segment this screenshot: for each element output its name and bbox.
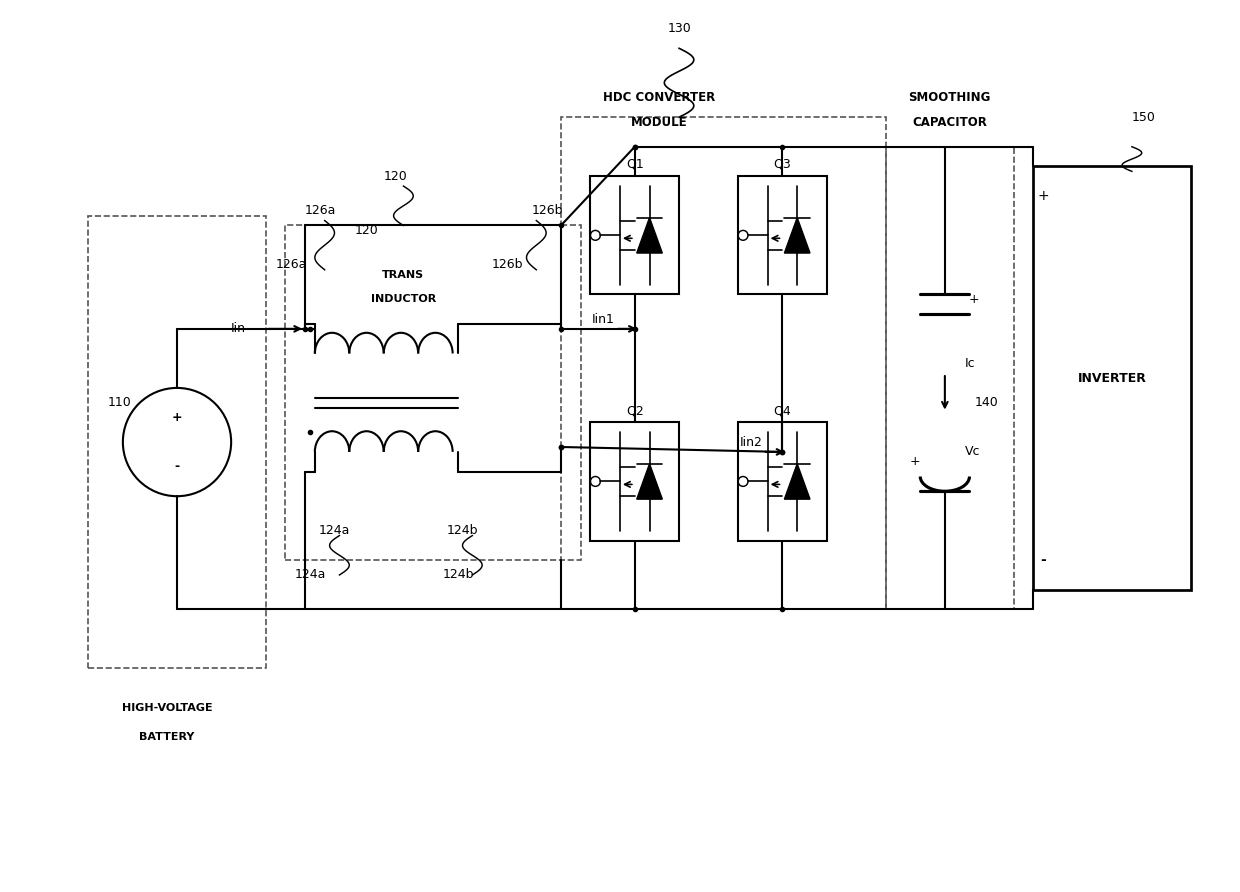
- Text: Q2: Q2: [626, 404, 644, 417]
- Polygon shape: [636, 464, 662, 500]
- Text: 130: 130: [667, 22, 691, 35]
- Text: Q3: Q3: [774, 158, 791, 171]
- Bar: [738, 423, 827, 541]
- Text: Q4: Q4: [774, 404, 791, 417]
- Bar: [590, 423, 680, 541]
- Text: 124a: 124a: [295, 568, 326, 582]
- Text: 120: 120: [355, 224, 378, 237]
- Text: +: +: [970, 293, 980, 306]
- Bar: [590, 177, 680, 294]
- Text: BATTERY: BATTERY: [139, 732, 195, 742]
- Text: 126a: 126a: [275, 259, 306, 271]
- Text: HDC CONVERTER: HDC CONVERTER: [603, 91, 715, 104]
- Text: +: +: [910, 455, 920, 468]
- Polygon shape: [785, 464, 810, 500]
- Text: MODULE: MODULE: [631, 116, 688, 128]
- Text: Iin1: Iin1: [593, 312, 615, 326]
- Text: INVERTER: INVERTER: [1078, 372, 1147, 384]
- Text: 110: 110: [108, 396, 131, 409]
- Text: +: +: [171, 411, 182, 424]
- Text: 126b: 126b: [492, 259, 523, 271]
- Text: 126b: 126b: [532, 204, 563, 218]
- Text: 120: 120: [383, 169, 408, 183]
- Text: INDUCTOR: INDUCTOR: [371, 294, 436, 304]
- Text: 124a: 124a: [319, 524, 350, 537]
- Text: Q1: Q1: [626, 158, 644, 171]
- Text: -: -: [175, 460, 180, 473]
- Text: Iin2: Iin2: [740, 435, 763, 449]
- Text: Ic: Ic: [965, 357, 975, 370]
- Bar: [88, 216, 265, 668]
- Text: SMOOTHING: SMOOTHING: [909, 91, 991, 104]
- Text: 126a: 126a: [305, 204, 336, 218]
- Bar: [1033, 167, 1190, 590]
- Text: 124b: 124b: [446, 524, 479, 537]
- Text: TRANS: TRANS: [382, 269, 424, 280]
- Polygon shape: [785, 218, 810, 253]
- Text: Iin: Iin: [231, 322, 247, 335]
- Text: 140: 140: [975, 396, 998, 409]
- Text: 124b: 124b: [443, 568, 475, 582]
- Bar: [738, 177, 827, 294]
- Text: HIGH-VOLTAGE: HIGH-VOLTAGE: [122, 703, 212, 713]
- Text: +: +: [1038, 189, 1049, 203]
- Text: Vc: Vc: [965, 445, 980, 458]
- Bar: [285, 226, 580, 560]
- Text: -: -: [1040, 553, 1047, 567]
- Bar: [560, 117, 885, 609]
- Polygon shape: [636, 218, 662, 253]
- Text: 150: 150: [1132, 111, 1156, 124]
- Text: CAPACITOR: CAPACITOR: [913, 116, 987, 128]
- Bar: [885, 146, 1014, 609]
